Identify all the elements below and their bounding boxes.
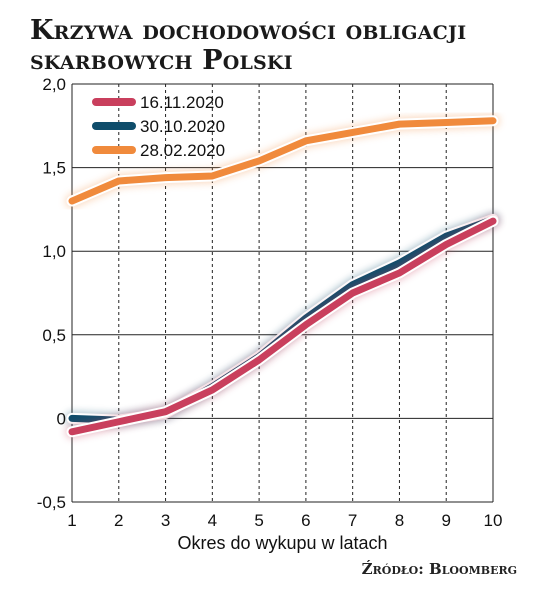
x-axis-ticks: 1 2 3 4 5 6 7 8 9 10 [67,511,502,530]
x-tick-label: 3 [161,511,170,530]
x-tick-label: 7 [348,511,357,530]
legend-label: 30.10.2020 [140,117,225,136]
legend-label: 28.02.2020 [140,141,225,160]
series-glow-2 [65,114,500,208]
x-tick-label: 6 [301,511,310,530]
x-tick-label: 1 [67,511,76,530]
source-note: Źródło: Bloomberg [361,560,517,578]
legend-label: 16.11.2020 [140,93,224,112]
y-tick-label: 0,5 [42,326,66,345]
x-tick-label: 10 [484,511,503,530]
series-outline-2 [66,115,499,207]
x-tick-label: 2 [114,511,123,530]
title-line-2: skarbowych Polski [30,45,293,76]
x-tick-label: 5 [254,511,263,530]
series-layer [65,114,500,439]
y-tick-label: -0,5 [37,493,66,512]
x-axis-title: Okres do wykupu w latach [177,533,387,553]
y-tick-label: 2,0 [42,75,66,94]
x-tick-label: 8 [395,511,404,530]
title-line-1: Krzywa dochodowości obligacji [30,15,467,46]
y-tick-label: 1,0 [42,242,66,261]
chart-title: Krzywa dochodowości obligacji skarbowych… [30,16,466,76]
x-tick-label: 4 [208,511,217,530]
series-line-28.02.2020 [68,117,497,205]
legend: 16.11.2020 30.10.2020 28.02.2020 [92,93,225,160]
y-tick-label: 0 [57,409,66,428]
series-line-16.11.2020 [68,217,497,436]
y-tick-label: 1,5 [42,159,66,178]
y-axis-ticks: -0,5 0 0,5 1,0 1,5 2,0 [37,75,66,512]
x-tick-label: 9 [441,511,450,530]
